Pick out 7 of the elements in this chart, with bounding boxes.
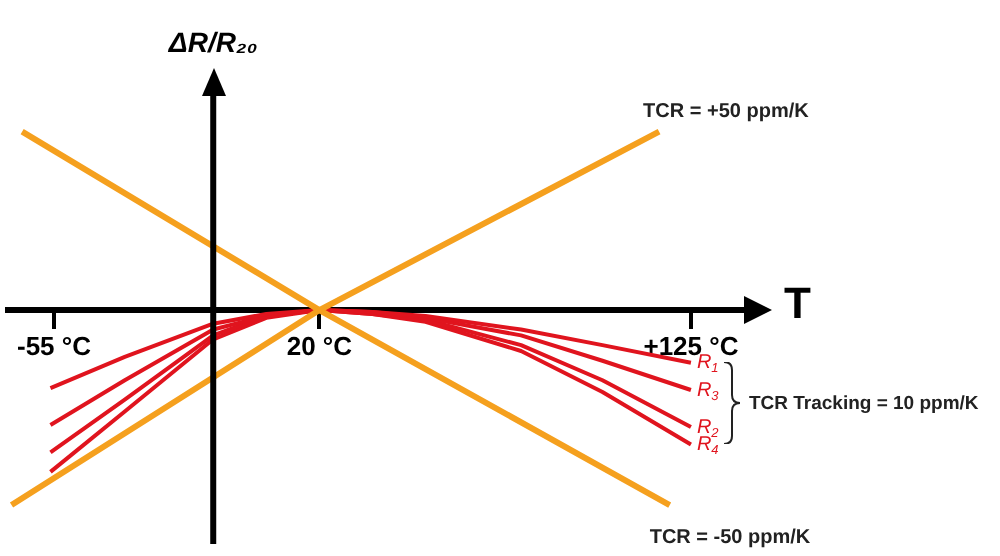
y-axis-title: ΔR/R₂₀ [166,26,259,58]
x-axis-title: T [784,278,812,329]
series-label: TCR = +50 ppm/K [643,101,811,124]
x-tick-label: 20 °C [286,330,354,361]
text: TCR Tracking = 10 ppm/K [748,392,979,415]
series-label: TCR = -50 ppm/K [649,526,812,549]
x-tick-label: -55 °C [17,330,93,361]
